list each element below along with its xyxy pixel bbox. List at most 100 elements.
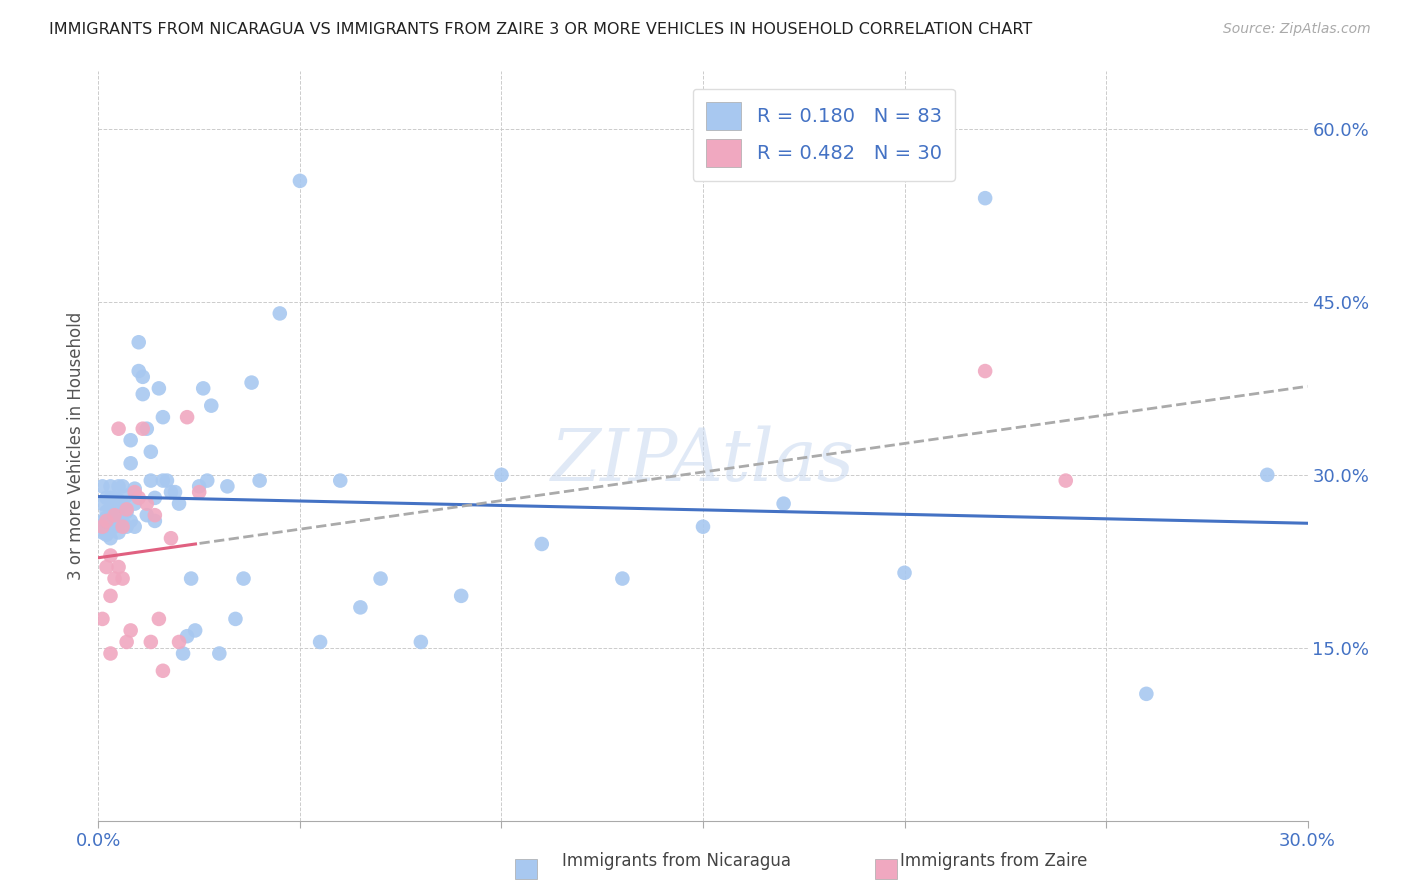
Point	[124, 485, 146, 500]
Point	[217, 479, 239, 493]
Point	[91, 479, 114, 493]
Point	[91, 497, 114, 511]
Point	[115, 489, 138, 503]
Point	[107, 525, 129, 540]
Point	[96, 491, 118, 505]
Point	[103, 519, 125, 533]
Point	[91, 525, 114, 540]
Point	[188, 485, 211, 500]
Point	[100, 589, 122, 603]
Point	[103, 500, 125, 514]
Text: Source: ZipAtlas.com: Source: ZipAtlas.com	[1223, 22, 1371, 37]
Point	[329, 474, 352, 488]
Point	[103, 572, 125, 586]
Point	[180, 572, 202, 586]
Point	[1054, 474, 1077, 488]
Point	[370, 572, 392, 586]
Text: Immigrants from Nicaragua: Immigrants from Nicaragua	[562, 852, 792, 870]
Point	[491, 467, 513, 482]
Point	[167, 497, 190, 511]
Text: Immigrants from Zaire: Immigrants from Zaire	[900, 852, 1087, 870]
Point	[100, 508, 122, 523]
Point	[124, 519, 146, 533]
Point	[152, 410, 174, 425]
Point	[143, 514, 166, 528]
Point	[115, 635, 138, 649]
Point	[107, 479, 129, 493]
Point	[148, 381, 170, 395]
Point	[132, 387, 155, 401]
Point	[893, 566, 915, 580]
Point	[349, 600, 371, 615]
Point	[111, 479, 134, 493]
Point	[107, 422, 129, 436]
Point	[107, 560, 129, 574]
Legend: R = 0.180   N = 83, R = 0.482   N = 30: R = 0.180 N = 83, R = 0.482 N = 30	[693, 88, 955, 180]
Point	[96, 510, 118, 524]
Point	[135, 422, 157, 436]
Point	[111, 572, 134, 586]
Point	[120, 624, 142, 638]
Point	[139, 444, 162, 458]
Point	[135, 497, 157, 511]
Point	[91, 514, 114, 528]
Point	[96, 519, 118, 533]
Point	[115, 505, 138, 519]
Point	[692, 519, 714, 533]
Point	[111, 497, 134, 511]
Point	[772, 497, 794, 511]
Point	[132, 369, 155, 384]
Point	[249, 474, 271, 488]
Point	[115, 519, 138, 533]
Point	[124, 482, 146, 496]
Point	[188, 479, 211, 493]
Point	[200, 399, 222, 413]
Point	[96, 560, 118, 574]
Point	[128, 364, 150, 378]
Point	[160, 485, 183, 500]
Point	[176, 629, 198, 643]
Point	[288, 174, 311, 188]
Point	[240, 376, 263, 390]
Point	[143, 508, 166, 523]
Point	[124, 497, 146, 511]
Text: ZIPAtlas: ZIPAtlas	[551, 425, 855, 496]
Point	[139, 635, 162, 649]
Point	[96, 505, 118, 519]
Point	[128, 335, 150, 350]
Point	[120, 456, 142, 470]
Point	[107, 508, 129, 523]
Point	[115, 502, 138, 516]
Text: IMMIGRANTS FROM NICARAGUA VS IMMIGRANTS FROM ZAIRE 3 OR MORE VEHICLES IN HOUSEHO: IMMIGRANTS FROM NICARAGUA VS IMMIGRANTS …	[49, 22, 1032, 37]
Point	[224, 612, 246, 626]
Y-axis label: 3 or more Vehicles in Household: 3 or more Vehicles in Household	[66, 312, 84, 580]
Point	[100, 647, 122, 661]
Point	[128, 491, 150, 505]
Point	[172, 647, 194, 661]
Point	[309, 635, 332, 649]
Point	[91, 612, 114, 626]
Point	[208, 647, 231, 661]
Point	[148, 612, 170, 626]
Point	[269, 306, 291, 320]
Point	[103, 491, 125, 505]
Point	[91, 519, 114, 533]
Point	[139, 474, 162, 488]
Point	[143, 491, 166, 505]
Point	[167, 635, 190, 649]
Point	[163, 485, 186, 500]
Point	[103, 514, 125, 528]
Point	[152, 474, 174, 488]
Point	[132, 422, 155, 436]
Point	[176, 410, 198, 425]
Point	[1256, 467, 1278, 482]
Point	[530, 537, 553, 551]
Point	[100, 516, 122, 531]
Point	[184, 624, 207, 638]
Point	[100, 479, 122, 493]
Point	[156, 474, 179, 488]
Point	[974, 364, 997, 378]
Point	[96, 528, 118, 542]
Point	[409, 635, 432, 649]
Point	[120, 514, 142, 528]
